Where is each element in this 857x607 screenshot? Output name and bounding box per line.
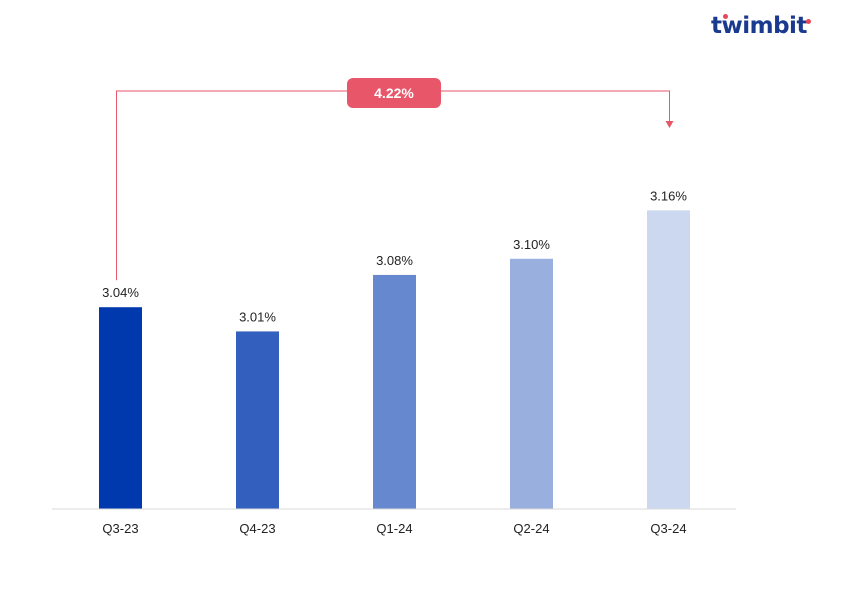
x-tick-label-q1-24: Q1-24 <box>376 521 412 536</box>
x-tick-label-q2-24: Q2-24 <box>513 521 549 536</box>
x-tick-label-q3-23: Q3-23 <box>102 521 138 536</box>
annotation-label: 4.22% <box>374 85 414 101</box>
x-tick-labels-group: Q3-23 Q4-23 Q1-24 Q2-24 Q3-24 <box>102 521 686 536</box>
annotation-badge <box>347 78 441 108</box>
growth-annotation: 4.22% <box>116 78 674 281</box>
value-labels-group: 3.04% 3.01% 3.08% 3.10% 3.16% <box>102 188 687 324</box>
value-label-q3-24: 3.16% <box>650 188 687 203</box>
value-label-q1-24: 3.08% <box>376 253 413 268</box>
x-tick-label-q4-23: Q4-23 <box>239 521 275 536</box>
brand-logo-dot-left <box>723 14 728 19</box>
value-label-q2-24: 3.10% <box>513 237 550 252</box>
bar-q3-24 <box>647 210 690 509</box>
bar-q4-23 <box>236 331 279 509</box>
value-label-q3-23: 3.04% <box>102 285 139 300</box>
bar-q3-23 <box>99 307 142 509</box>
annotation-bracket-line <box>116 90 670 281</box>
bar-q1-24 <box>373 274 416 509</box>
value-label-q4-23: 3.01% <box>239 309 276 324</box>
bar-q2-24 <box>510 258 553 509</box>
x-tick-label-q3-24: Q3-24 <box>650 521 686 536</box>
bars-group <box>99 210 690 509</box>
annotation-arrowhead <box>665 121 674 128</box>
brand-logo-dot-right <box>806 19 811 24</box>
